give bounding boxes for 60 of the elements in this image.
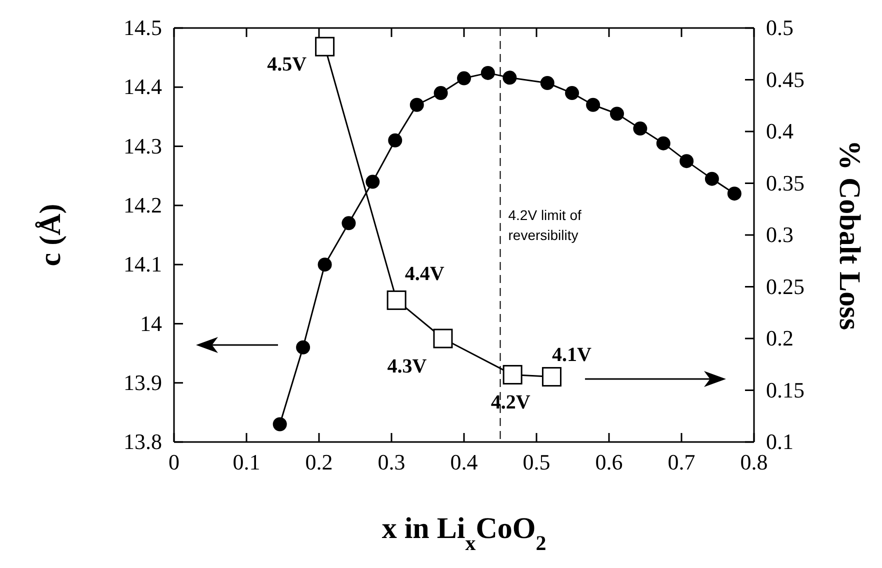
point (502, 364, 522, 384)
point (315, 36, 335, 56)
y2-axis-title: % Cobalt Loss (833, 140, 866, 330)
ref-line-label: 4.2V limit of reversibility (508, 207, 582, 243)
point (366, 174, 380, 189)
point (727, 186, 742, 201)
point (342, 216, 356, 230)
point (318, 258, 332, 272)
point (502, 70, 517, 85)
y-tick-label: 14.2 (124, 192, 162, 218)
point (610, 106, 624, 121)
y2-tick-label: 0.15 (766, 377, 804, 402)
point (542, 367, 562, 387)
annotation: 4.4V (404, 263, 445, 286)
point (633, 122, 648, 136)
point (540, 76, 554, 90)
point (386, 290, 406, 310)
point (704, 172, 719, 186)
x-tick-label: 0.3 (378, 450, 406, 475)
y2-tick-label: 0.35 (766, 170, 804, 196)
point (272, 417, 287, 432)
point (565, 86, 580, 100)
annotation: 4.5V (267, 54, 308, 76)
y-tick-label: 13.8 (124, 429, 162, 454)
point (680, 154, 694, 168)
y-tick-label: 14.4 (124, 74, 162, 100)
x-tick-label: 0.1 (232, 450, 260, 475)
y2-tick-label: 0.25 (766, 274, 804, 299)
x-tick-label: 0 (168, 450, 180, 475)
y-tick-label: 13.9 (124, 370, 162, 395)
x-tick-label: 0.8 (740, 450, 768, 475)
point (433, 328, 453, 348)
y2-tick-label: 0.4 (766, 118, 794, 144)
y-tick-label: 14.3 (124, 133, 162, 158)
point (656, 136, 670, 150)
point (388, 133, 402, 148)
annotation: 4.1V (552, 344, 592, 366)
x-tick-label: 0.4 (450, 450, 478, 475)
y-tick-label: 14.1 (124, 252, 162, 277)
y2-tick-label: 0.45 (766, 66, 804, 92)
point (434, 86, 448, 100)
point (586, 98, 600, 112)
point (480, 66, 495, 80)
y2-tick-label: 0.3 (766, 222, 794, 248)
x-tick-label: 0.2 (305, 450, 333, 475)
x-tick-label: 0.7 (668, 450, 696, 475)
y2-tick-label: 0.2 (766, 326, 794, 351)
annotation: 4.3V (387, 356, 428, 378)
y-axis-title: c (Å) (34, 204, 67, 266)
point (457, 71, 471, 86)
annotation: 4.2V (490, 392, 531, 414)
point (410, 98, 424, 112)
y2-tick-label: 0.5 (766, 15, 794, 40)
y-tick-label: 14.5 (124, 15, 162, 40)
y-tick-label: 14 (140, 310, 162, 336)
x-tick-label: 0.6 (595, 450, 623, 475)
x-tick-label: 0.5 (522, 450, 550, 475)
point (296, 340, 310, 354)
x-axis-title: x in Li$_{x}$CoO$_{2}$ (382, 512, 546, 555)
y2-tick-label: 0.1 (766, 429, 794, 454)
